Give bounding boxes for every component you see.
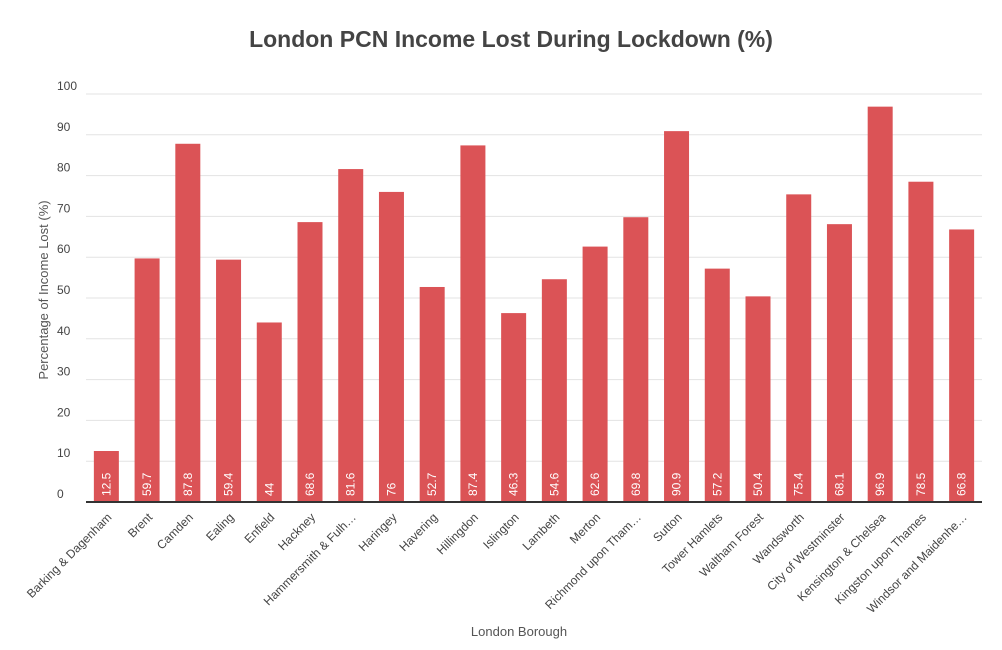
data-label: 69.8 <box>629 472 643 496</box>
data-label: 50.4 <box>751 472 765 496</box>
x-tick-label: Brent <box>125 510 156 541</box>
y-tick-label: 80 <box>57 161 71 175</box>
bar <box>134 258 160 502</box>
bar <box>297 222 323 502</box>
bar <box>175 143 201 502</box>
y-tick-label: 0 <box>57 487 64 501</box>
data-label: 54.6 <box>547 472 561 496</box>
bar <box>541 279 567 502</box>
data-label: 75.4 <box>792 472 806 496</box>
data-label: 44 <box>262 482 276 496</box>
bar <box>338 169 364 502</box>
x-tick-label: Islington <box>480 510 522 552</box>
x-tick-label: Hillingdon <box>434 510 481 557</box>
data-label: 87.8 <box>181 472 195 496</box>
data-label: 96.9 <box>873 472 887 496</box>
data-label: 62.6 <box>588 472 602 496</box>
data-label: 59.7 <box>140 472 154 496</box>
data-labels: 12.5 59.7 87.8 59.4 44 68.6 81.6 76 52.7 87.4 46.3… <box>99 472 968 496</box>
bar <box>826 224 852 503</box>
bar <box>908 181 934 502</box>
data-label: 78.5 <box>914 472 928 496</box>
bar <box>664 131 690 503</box>
data-label: 68.6 <box>303 472 317 496</box>
y-tick-label: 70 <box>57 201 71 215</box>
bars <box>93 106 975 503</box>
bar <box>623 217 649 502</box>
bar <box>582 246 608 502</box>
bar <box>216 259 242 502</box>
data-label: 59.4 <box>222 472 236 496</box>
bar <box>419 286 445 502</box>
x-tick-label: Ealing <box>203 510 236 543</box>
x-tick-label: Lambeth <box>520 510 563 553</box>
chart-title: London PCN Income Lost During Lockdown (… <box>249 26 773 52</box>
data-label: 81.6 <box>344 472 358 496</box>
y-axis-ticks: 0 10 20 30 40 50 60 70 80 90 100 <box>57 79 77 501</box>
bar <box>460 145 486 502</box>
bar <box>949 229 975 502</box>
data-label: 87.4 <box>466 472 480 496</box>
bar <box>93 451 119 502</box>
data-label: 66.8 <box>955 472 969 496</box>
data-label: 68.1 <box>832 472 846 496</box>
bar <box>378 191 404 503</box>
y-axis-title: Percentage of Income Lost (%) <box>36 200 51 379</box>
bar <box>745 296 771 502</box>
y-tick-label: 30 <box>57 365 71 379</box>
y-tick-label: 60 <box>57 242 71 256</box>
y-tick-label: 10 <box>57 446 71 460</box>
x-tick-label: Enfield <box>242 510 278 546</box>
y-tick-label: 40 <box>57 324 71 338</box>
x-axis-title: London Borough <box>471 624 567 639</box>
bar <box>501 313 527 502</box>
bar <box>867 106 893 502</box>
x-tick-label: Sutton <box>650 510 684 544</box>
bar <box>786 194 812 503</box>
data-label: 52.7 <box>425 472 439 496</box>
data-label: 76 <box>384 482 398 496</box>
data-label: 46.3 <box>507 472 521 496</box>
data-label: 57.2 <box>710 472 724 496</box>
data-label: 90.9 <box>670 472 684 496</box>
x-tick-label: Camden <box>154 510 196 552</box>
data-label: 12.5 <box>99 472 113 496</box>
bar <box>256 322 282 502</box>
x-tick-label: Merton <box>567 510 603 546</box>
y-tick-label: 20 <box>57 405 71 419</box>
y-tick-label: 90 <box>57 120 71 134</box>
x-tick-label: Barking & Dagenham <box>24 510 115 601</box>
x-tick-label: City of Westminster <box>764 510 847 593</box>
x-tick-label: Haringey <box>356 510 400 554</box>
y-tick-label: 50 <box>57 283 71 297</box>
bar <box>704 268 730 502</box>
y-tick-label: 100 <box>57 79 77 93</box>
